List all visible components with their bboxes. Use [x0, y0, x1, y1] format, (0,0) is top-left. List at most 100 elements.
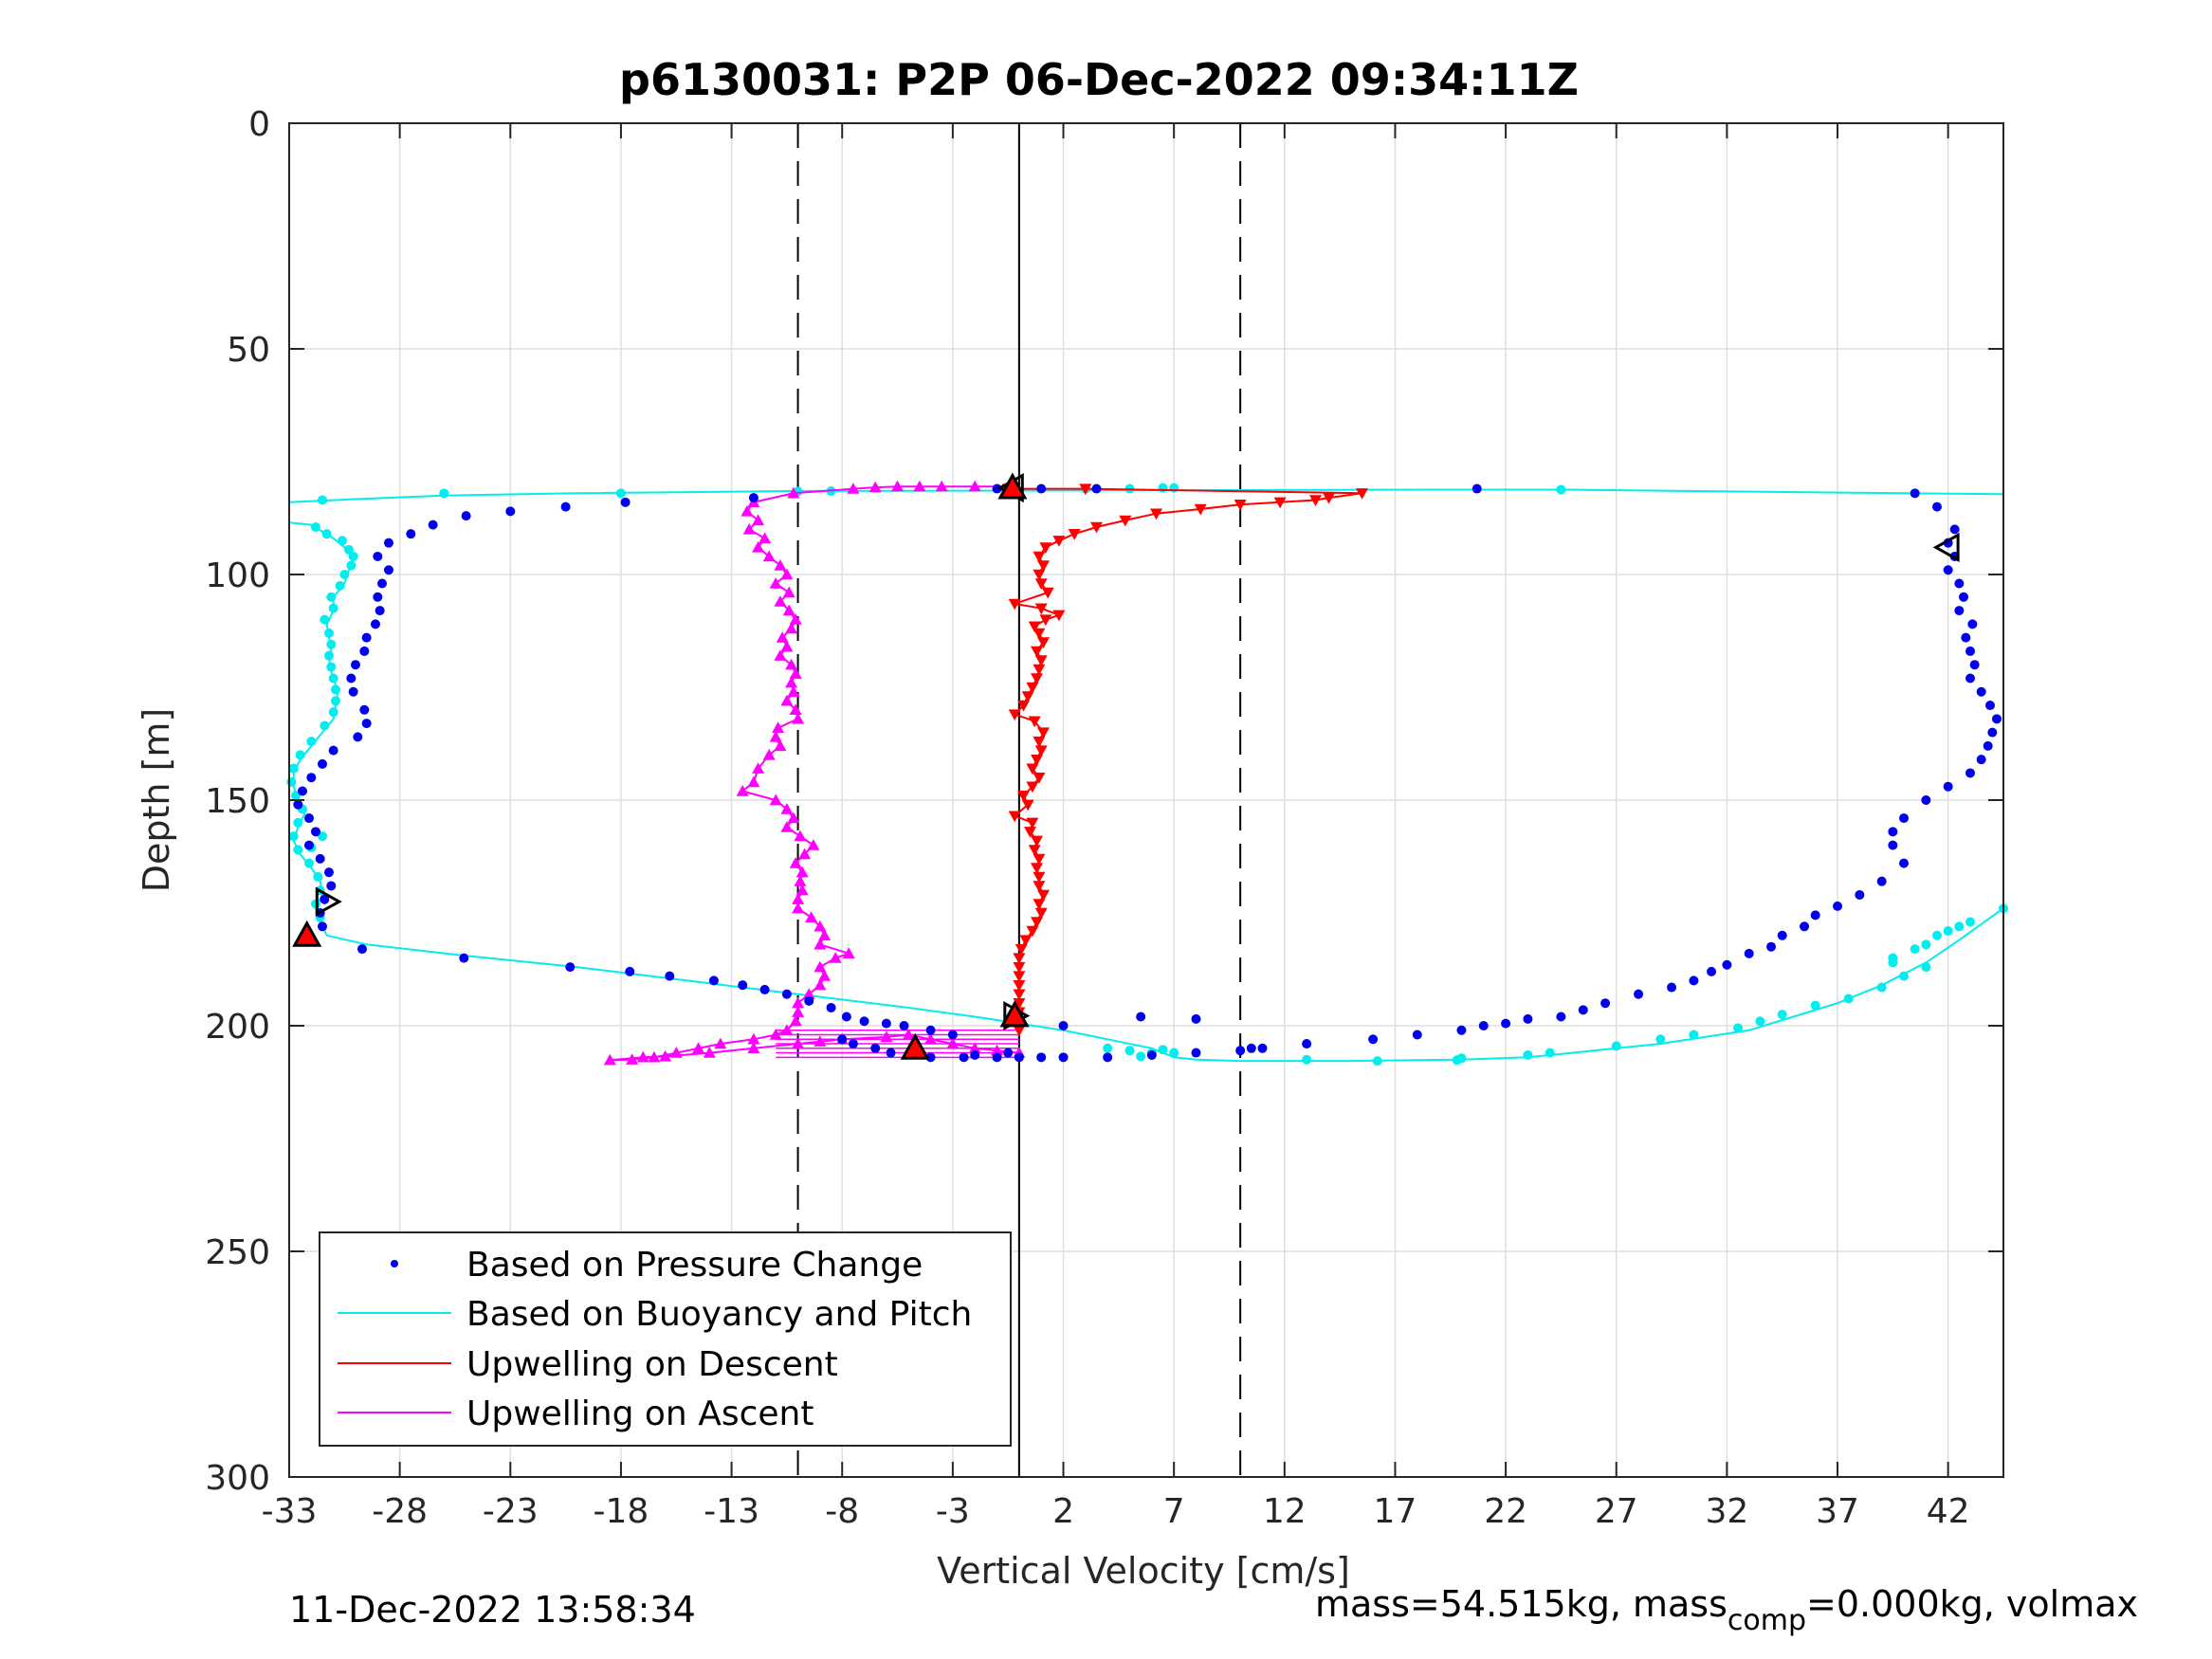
pressure-change-point [1578, 1005, 1588, 1015]
descent-upwelling-marker [1026, 763, 1039, 775]
grid [288, 122, 2003, 1478]
ascent-upwelling-marker [762, 748, 776, 760]
buoyancy-point [286, 776, 297, 787]
ascent-upwelling-marker [752, 514, 765, 526]
footer-mass-info: mass=54.515kg, masscomp=0.000kg, volmax [1315, 1583, 2138, 1637]
legend-label-ascent: Upwelling on Ascent [466, 1395, 814, 1433]
ascent-upwelling-marker [792, 893, 805, 904]
descent-upwelling-marker [1031, 646, 1043, 658]
y-tick-label: 250 [205, 1233, 270, 1272]
pressure-change-point [925, 1052, 936, 1063]
pressure-change-point [353, 732, 363, 742]
pressure-change-point [297, 786, 307, 796]
pressure-change-point [1472, 483, 1482, 494]
ascent-upwelling-marker [769, 1029, 782, 1040]
ascent-upwelling-marker [747, 775, 760, 788]
ascent-upwelling-marker [814, 920, 827, 932]
pressure-change-point [804, 995, 814, 1006]
pressure-change-point [1800, 921, 1810, 932]
legend-label-pressure: Based on Pressure Change [466, 1246, 923, 1285]
pressure-change-point [1876, 876, 1887, 886]
buoyancy-point [303, 858, 314, 868]
x-tick-label: 12 [1263, 1492, 1307, 1531]
descent-upwelling-marker [1033, 628, 1046, 640]
descent-upwelling-marker [1119, 515, 1132, 527]
ascent-upwelling-marker [769, 793, 782, 806]
buoyancy-point [320, 614, 330, 625]
x-tick-label: -13 [704, 1492, 759, 1531]
descent-upwelling-marker [1015, 943, 1028, 956]
ascent-upwelling-marker [968, 1042, 981, 1053]
descent-upwelling-marker [1034, 907, 1048, 920]
descent-upwelling-marker [1026, 817, 1039, 830]
buoyancy-point [1965, 917, 1976, 927]
buoyancy-point [326, 639, 337, 649]
ascent-upwelling-marker [782, 586, 795, 598]
pressure-change-point [1985, 701, 1996, 711]
x-tick-label: 17 [1374, 1492, 1417, 1531]
descent-upwelling-marker [1033, 871, 1046, 884]
descent-upwelling-marker [1033, 853, 1046, 866]
descent-upwelling-marker [1013, 989, 1026, 1001]
x-axis-label: Vertical Velocity [cm/s] [937, 1550, 1350, 1592]
buoyancy-point [1943, 926, 1953, 937]
pressure-change-point [1888, 840, 1898, 850]
pressure-change-point [992, 483, 1002, 494]
pressure-change-point [1983, 740, 1993, 751]
pressure-change-point [625, 966, 635, 976]
pressure-change-point [293, 799, 303, 810]
x-tick-label: -33 [262, 1492, 318, 1531]
ascent-upwelling-marker [814, 1035, 827, 1047]
buoyancy-point [328, 673, 338, 684]
descent-upwelling-marker [1052, 536, 1066, 547]
y-axis-label: Depth [m] [136, 708, 177, 893]
buoyancy-point [1899, 971, 1910, 981]
ascent-upwelling-marker [780, 821, 794, 832]
descent-upwelling-marker [1090, 521, 1103, 534]
ascent-upwelling-marker [829, 952, 842, 963]
buoyancy-point [439, 488, 449, 499]
pressure-change-point [1707, 966, 1717, 976]
ascent-upwelling-marker [792, 902, 805, 914]
ascent-upwelling-marker [935, 480, 948, 492]
y-tick-label: 300 [205, 1459, 270, 1498]
y-tick-label: 0 [248, 105, 270, 144]
buoyancy-point [1755, 1016, 1765, 1027]
footer-mass-tail: =0.000kg, volmax [1806, 1583, 2139, 1625]
pressure-change-point [1777, 930, 1787, 940]
buoyancy-point [1103, 1043, 1113, 1053]
pressure-change-point [1036, 483, 1047, 494]
ascent-upwelling-marker [795, 866, 809, 878]
pressure-change-point [708, 975, 719, 986]
ascent-upwelling-marker [868, 481, 882, 493]
buoyancy-point [343, 544, 354, 555]
pressure-change-point [1949, 524, 1960, 535]
pressure-change-point [320, 894, 330, 904]
ascent-upwelling-marker [880, 1030, 893, 1043]
descent-upwelling-marker [1033, 773, 1046, 784]
ascent-upwelling-marker [792, 1037, 805, 1049]
buoyancy-point [326, 592, 337, 602]
x-tick-label: -8 [825, 1492, 859, 1531]
buoyancy-point [1124, 1046, 1135, 1056]
pressure-change-point [1191, 1048, 1201, 1058]
descent-upwelling-marker [1323, 492, 1335, 504]
pressure-change-point [303, 840, 314, 850]
axis-ticks: -33 -28 -23 -18 -13 -8 -3 2 7 12 17 22 27 32 37 4205010… [205, 105, 2003, 1531]
buoyancy-point [293, 845, 303, 855]
buoyancy-point [317, 831, 327, 842]
pressure-change-point [1967, 619, 1978, 629]
ascent-upwelling-marker [774, 649, 787, 661]
pressure-change-point [317, 758, 327, 769]
pressure-change-point [359, 704, 370, 715]
ascent-upwelling-marker [736, 785, 749, 796]
waypoint-marker-right [315, 886, 342, 917]
descent-upwelling-marker [1031, 673, 1043, 684]
ascent-upwelling-marker [789, 667, 802, 679]
descent-upwelling-marker [1024, 827, 1036, 838]
pressure-change-point [1014, 1052, 1024, 1063]
ascent-upwelling-marker [792, 1006, 805, 1017]
ascent-upwelling-marker [774, 559, 787, 571]
x-tick-label: 22 [1484, 1492, 1527, 1531]
ascent-upwelling-marker [792, 996, 805, 1009]
